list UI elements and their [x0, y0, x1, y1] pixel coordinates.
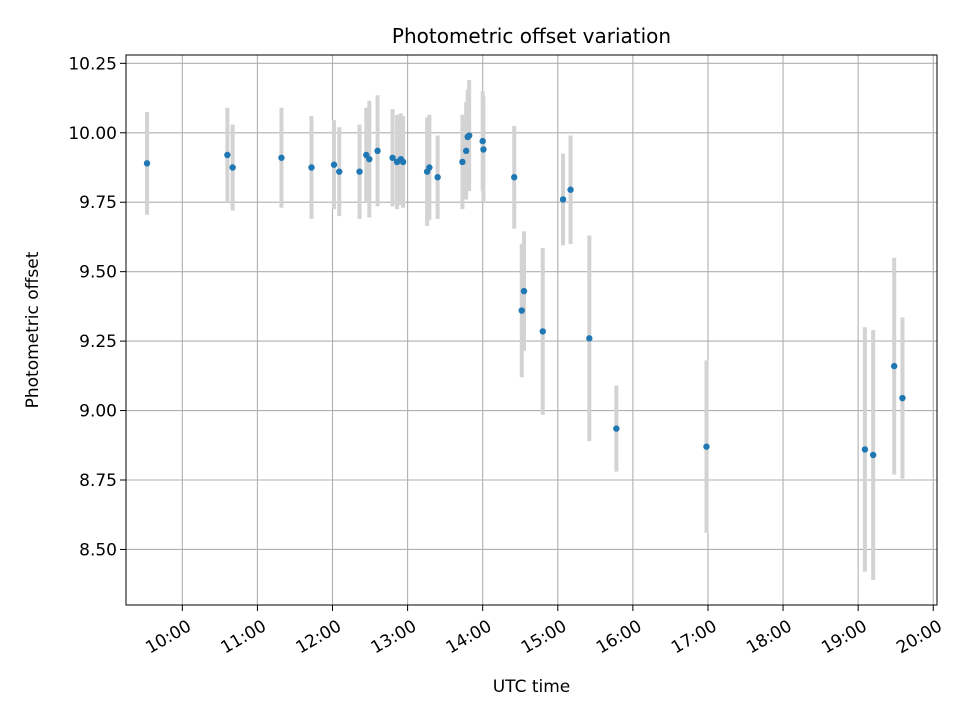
data-point	[366, 155, 373, 163]
data-point	[336, 168, 343, 175]
y-tick-label: 10.25	[68, 54, 117, 74]
x-axis-label: UTC time	[493, 677, 571, 697]
data-point	[861, 446, 869, 453]
data-point	[308, 164, 315, 171]
data-point	[869, 451, 877, 459]
data-point	[356, 168, 363, 175]
data-point	[229, 164, 236, 171]
y-tick-label: 8.50	[79, 540, 117, 560]
data-point	[899, 394, 906, 402]
data-point	[586, 335, 593, 342]
y-axis-ticks: 8.50 8.75 9.00 9.25 9.50 9.75 10.00 10.25	[68, 54, 126, 560]
grid-lines	[126, 55, 937, 605]
data-point	[224, 151, 231, 159]
data-point	[465, 132, 473, 139]
data-point	[426, 164, 433, 171]
data-point	[434, 174, 441, 181]
chart-title: Photometric offset variation	[392, 24, 671, 48]
data-point	[479, 137, 486, 145]
data-point	[703, 443, 710, 450]
data-point	[389, 154, 396, 161]
data-point	[518, 307, 525, 314]
data-point	[480, 146, 487, 153]
data-point	[462, 147, 470, 155]
data-point	[374, 147, 381, 155]
data-point	[459, 158, 466, 166]
data-point	[143, 160, 151, 167]
data-point	[520, 287, 528, 295]
data-point	[539, 328, 546, 335]
plot-frame	[125, 54, 938, 606]
y-tick-label: 9.75	[79, 193, 117, 213]
y-tick-label: 8.75	[79, 471, 117, 491]
data-point	[330, 161, 338, 168]
y-tick-label: 9.50	[79, 263, 117, 283]
data-point	[511, 174, 518, 181]
y-axis-label: Photometric offset	[23, 251, 43, 408]
data-point	[890, 362, 898, 370]
y-tick-label: 9.00	[79, 402, 117, 422]
data-point	[613, 425, 620, 432]
data-point	[559, 196, 567, 203]
data-points	[143, 132, 906, 459]
data-point	[278, 154, 285, 161]
data-point	[399, 158, 407, 166]
y-tick-label: 9.25	[79, 332, 117, 352]
data-point	[567, 186, 574, 193]
y-tick-label: 10.00	[68, 124, 117, 144]
